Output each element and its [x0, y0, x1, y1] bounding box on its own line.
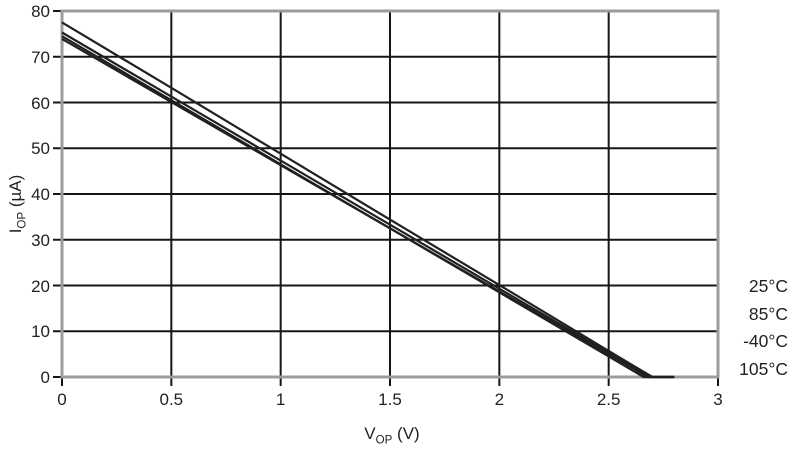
- x-axis-title-unit: (V): [392, 424, 420, 443]
- x-axis-title-base: V: [364, 424, 376, 443]
- legend-item-25c: 25°C: [748, 276, 788, 296]
- y-tick-label: 20: [31, 276, 50, 296]
- y-tick-label: 50: [31, 139, 50, 159]
- y-tick-label: 70: [31, 47, 50, 67]
- x-tick-label: 3: [713, 390, 723, 409]
- series-line-85cc: [61, 31, 675, 379]
- y-tick-label: 40: [31, 185, 50, 204]
- y-tick-label: 30: [31, 230, 50, 250]
- x-axis-title: VOP (V): [364, 424, 420, 447]
- x-tick-label: 0: [57, 390, 67, 409]
- series-line-25cc: [61, 21, 675, 379]
- legend-item-minus40c: -40°C: [743, 331, 788, 351]
- y-tick-label: 0: [40, 368, 50, 387]
- y-axis-title-base: I: [6, 228, 25, 234]
- x-tick-label: 1: [275, 390, 286, 409]
- y-tick-label: 10: [31, 322, 50, 342]
- plot-border: [60, 9, 720, 379]
- series-line-105cc: [61, 37, 675, 379]
- legend: 25°C 85°C -40°C 105°C: [739, 273, 788, 383]
- y-tick-label: 60: [31, 93, 50, 113]
- y-axis-title: IOP (µA): [6, 174, 29, 234]
- legend-item-105c: 105°C: [739, 358, 788, 379]
- x-tick-label: 0.5: [159, 390, 184, 409]
- y-axis-title-subscript: OP: [16, 211, 29, 229]
- y-tick-label: 80: [31, 2, 50, 21]
- legend-item-85c: 85°C: [748, 303, 788, 324]
- x-tick-label: 2: [494, 390, 505, 409]
- x-tick-label: 2.5: [596, 390, 621, 409]
- series-line--40cc: [61, 35, 670, 379]
- x-tick-label: 1.5: [378, 390, 402, 409]
- y-axis-title-unit: (µA): [6, 174, 25, 212]
- x-axis-title-subscript: OP: [375, 434, 393, 447]
